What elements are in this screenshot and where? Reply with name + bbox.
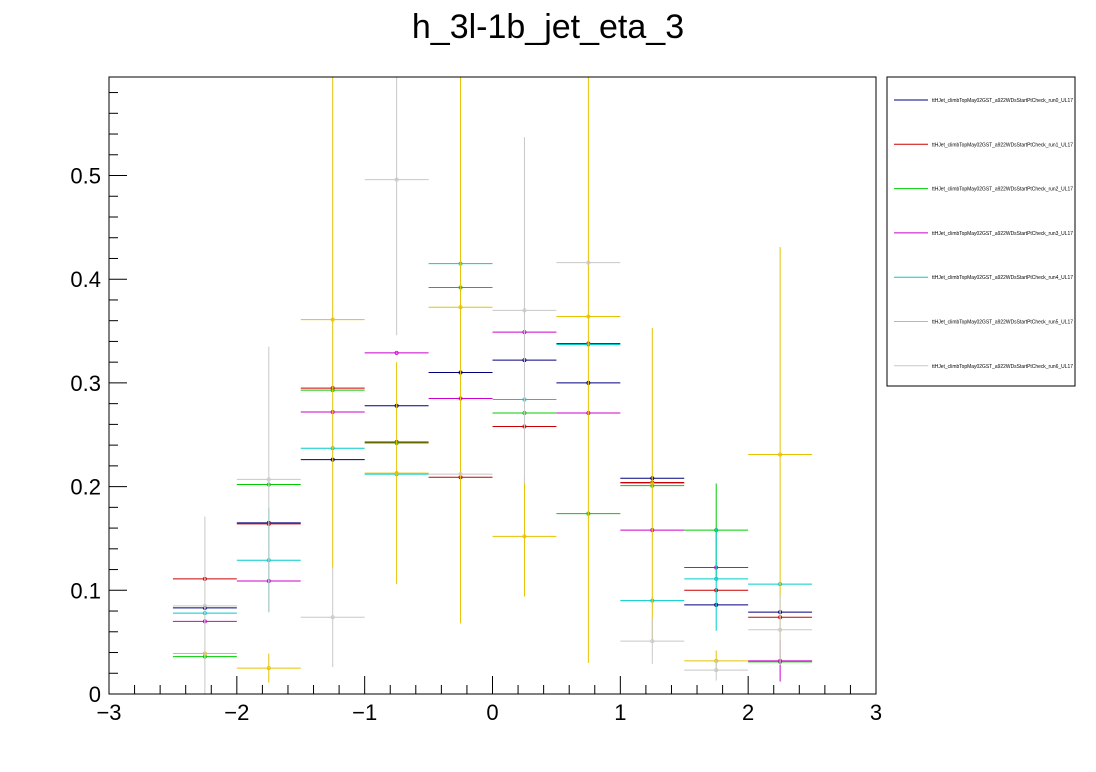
data-point xyxy=(586,260,591,265)
plot-area xyxy=(172,77,813,694)
data-point xyxy=(522,534,527,539)
legend-entry-label: ttHJet_climbTopMay02GST_a922WDsStartPtCh… xyxy=(932,187,1073,193)
x-tick-label: 3 xyxy=(870,700,882,725)
data-point xyxy=(650,639,655,644)
y-tick-label: 0.1 xyxy=(70,578,101,603)
data-point xyxy=(394,177,399,182)
data-point xyxy=(458,305,463,310)
data-point xyxy=(394,471,399,476)
chart-title: h_3l-1b_jet_eta_3 xyxy=(412,8,684,46)
data-point xyxy=(202,603,207,608)
data-point xyxy=(778,452,783,457)
x-tick-label: −1 xyxy=(352,700,377,725)
y-tick-label: 0.3 xyxy=(70,371,101,396)
data-point xyxy=(266,666,271,671)
data-point xyxy=(330,615,335,620)
legend-box xyxy=(886,76,1076,387)
legend: ttHJet_climbTopMay02GST_a922WDsStartPtCh… xyxy=(886,76,1076,387)
legend-entry-label: ttHJet_climbTopMay02GST_a922WDsStartPtCh… xyxy=(932,275,1073,281)
y-tick-label: 0.5 xyxy=(70,164,101,189)
legend-entry-label: ttHJet_climbTopMay02GST_a922WDsStartPtCh… xyxy=(932,320,1073,326)
data-point xyxy=(266,477,271,482)
data-point xyxy=(714,576,719,581)
data-point xyxy=(394,350,399,355)
x-tick-label: −3 xyxy=(96,700,121,725)
legend-entry-label: ttHJet_climbTopMay02GST_a922WDsStartPtCh… xyxy=(932,98,1073,104)
axes: −3 −2 −1 0 1 2 3 0 0.1 0.2 0.3 0.4 0.5 xyxy=(70,92,882,725)
y-tick-label: 0 xyxy=(89,682,101,707)
y-tick-label: 0.2 xyxy=(70,475,101,500)
x-tick-label: 0 xyxy=(486,700,498,725)
data-point xyxy=(330,317,335,322)
x-tick-label: 1 xyxy=(614,700,626,725)
data-point xyxy=(586,314,591,319)
data-point xyxy=(778,627,783,632)
legend-entry-label: ttHJet_climbTopMay02GST_a922WDsStartPtCh… xyxy=(932,142,1073,148)
legend-entry-label: ttHJet_climbTopMay02GST_a922WDsStartPtCh… xyxy=(932,364,1073,370)
legend-entry-label: ttHJet_climbTopMay02GST_a922WDsStartPtCh… xyxy=(932,231,1073,237)
data-point xyxy=(522,308,527,313)
series-5 xyxy=(172,77,813,683)
plot-frame xyxy=(108,76,877,695)
y-tick-label: 0.4 xyxy=(70,267,101,292)
series-6 xyxy=(172,77,813,694)
data-point xyxy=(650,481,655,486)
x-tick-label: 2 xyxy=(742,700,754,725)
data-point xyxy=(714,668,719,673)
x-tick-label: −2 xyxy=(224,700,249,725)
data-point xyxy=(458,472,463,477)
